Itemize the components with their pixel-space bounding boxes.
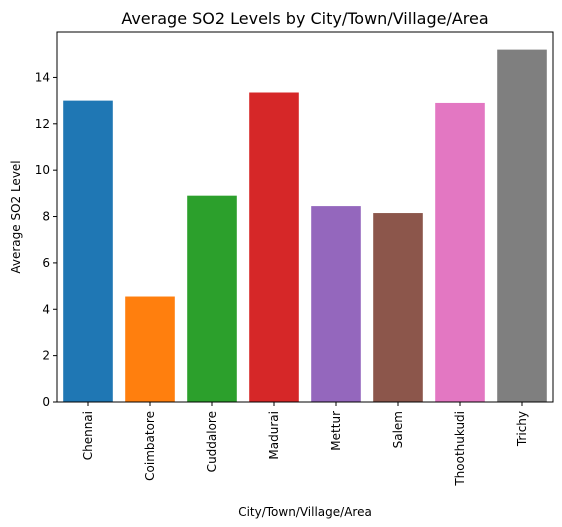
- bar-mettur: [311, 206, 361, 402]
- bar-thoothukudi: [435, 102, 485, 402]
- x-tick-label: Thoothukudi: [453, 411, 467, 487]
- bar-trichy: [497, 49, 547, 402]
- y-tick-label: 10: [35, 163, 50, 177]
- x-axis-label: City/Town/Village/Area: [238, 505, 372, 519]
- y-tick-label: 8: [42, 210, 50, 224]
- bar-madurai: [249, 92, 299, 403]
- y-tick-label: 0: [42, 395, 50, 409]
- x-tick-label: Chennai: [81, 411, 95, 460]
- y-tick-label: 14: [35, 70, 50, 84]
- y-axis-label: Average SO2 Level: [9, 160, 23, 273]
- x-tick-label: Madurai: [267, 411, 281, 460]
- bar-salem: [373, 213, 423, 402]
- y-tick-label: 6: [42, 256, 50, 270]
- bar-coimbatore: [125, 296, 175, 402]
- x-tick-label: Trichy: [515, 411, 529, 447]
- chart-title: Average SO2 Levels by City/Town/Village/…: [121, 9, 488, 28]
- bars: [63, 49, 547, 403]
- bar-chennai: [63, 100, 113, 402]
- x-tick-label: Cuddalore: [205, 411, 219, 472]
- y-tick-label: 12: [35, 117, 50, 131]
- y-tick-label: 2: [42, 349, 50, 363]
- bar-cuddalore: [187, 195, 237, 402]
- x-ticks: Chennai Coimbatore Cuddalore Madurai Mettur S…: [81, 402, 529, 487]
- y-ticks: 0 2 4 6 8 10 12 14: [35, 70, 57, 409]
- x-tick-label: Coimbatore: [143, 411, 157, 481]
- x-tick-label: Mettur: [329, 411, 343, 451]
- y-tick-label: 4: [42, 302, 50, 316]
- x-tick-label: Salem: [391, 411, 405, 448]
